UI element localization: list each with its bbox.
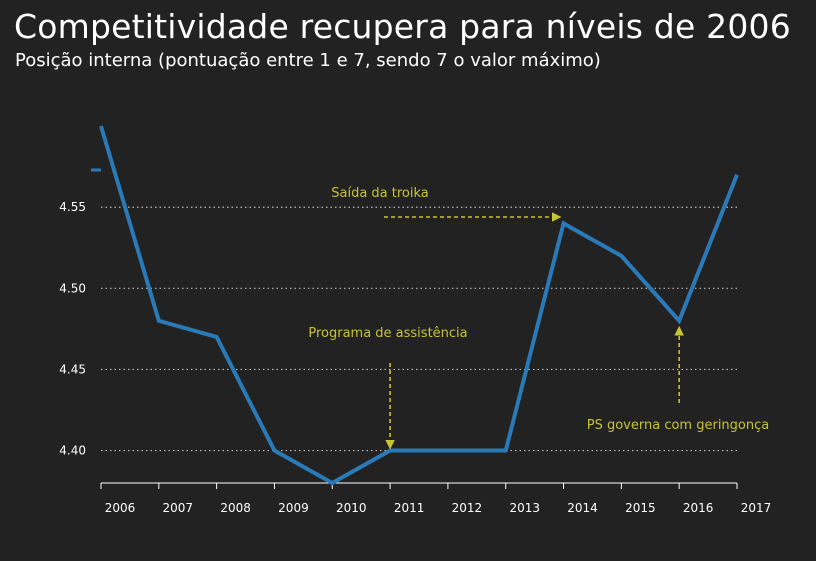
y-axis-ticks: 4.40 4.45 4.50 4.55: [59, 168, 101, 458]
chart-title: Competitividade recupera para níveis de …: [14, 7, 791, 46]
x-tick-label: 2007: [163, 501, 194, 515]
x-axis: 2006 2007 2008 2009 2010 2011 2012 2013 2014 2015…: [100, 482, 772, 515]
annotation-label: Programa de assistência: [308, 326, 467, 341]
x-tick-label: 2010: [336, 501, 367, 515]
x-tick-label: 2015: [625, 501, 656, 515]
x-tick-label: 2014: [567, 501, 598, 515]
series: [99, 125, 739, 486]
annotation-label: PS governa com geringonça: [587, 418, 769, 433]
x-tick-label: 2009: [278, 501, 309, 515]
y-tick-label: 4.40: [59, 444, 86, 458]
x-tick-label: 2008: [220, 501, 251, 515]
annotation-label: Saída da troika: [331, 186, 429, 201]
series-line: [99, 125, 739, 486]
x-tick-label: 2017: [741, 501, 772, 515]
x-tick-label: 2012: [452, 501, 483, 515]
x-tick-label: 2013: [509, 501, 540, 515]
chart-subtitle: Posição interna (pontuação entre 1 e 7, …: [15, 50, 601, 71]
x-tick-label: 2006: [105, 501, 136, 515]
x-tick-label: 2011: [394, 501, 425, 515]
y-tick-label: 4.50: [59, 281, 86, 295]
x-tick-label: 2016: [683, 501, 714, 515]
annotations: Saída da troika Programa de assistência PS…: [308, 186, 769, 450]
y-tick-label: 4.55: [59, 200, 86, 214]
y-tick-label: 4.45: [59, 362, 86, 376]
